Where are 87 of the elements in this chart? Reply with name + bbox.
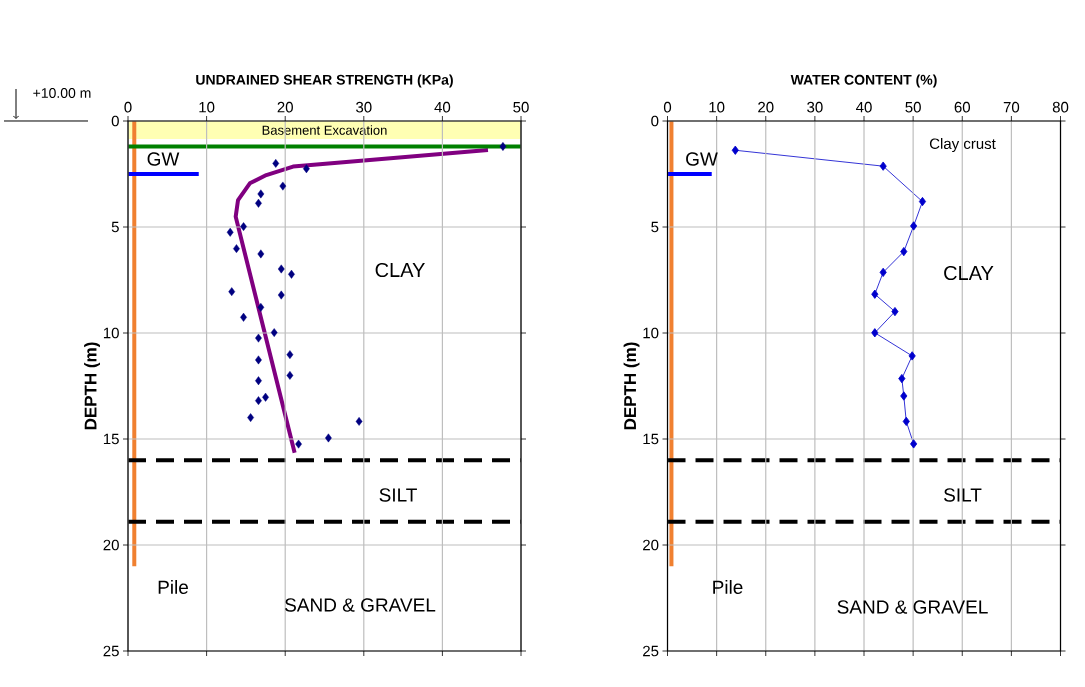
x-tick-label: 10 [709,101,725,113]
point [900,391,908,401]
point [871,328,879,338]
point [910,439,918,449]
annotation: CLAY [375,262,425,278]
x-tick-label: 50 [513,101,529,113]
annotation: Pile [158,580,188,594]
point [900,246,908,257]
point [272,159,280,168]
x-tick-label: 70 [1003,101,1020,113]
point [257,249,265,259]
y-tick-label: 25 [103,645,119,657]
y-tick-label: 5 [111,221,119,233]
point [286,371,294,380]
y-tick-label: 5 [651,221,659,233]
annotation: Clay crust [929,138,996,152]
point [288,269,295,279]
point [295,439,302,449]
point [255,396,262,406]
point [255,198,262,208]
point [277,290,285,300]
point [228,287,236,297]
point [262,392,269,402]
point [255,376,262,386]
point [355,417,363,426]
annotation: GW [147,152,180,166]
point [240,312,247,322]
point [226,227,234,237]
annotation: GW [686,152,718,166]
point [871,289,879,299]
point [910,221,918,231]
point [499,142,507,151]
point [247,413,254,422]
chart-title: UNDRAINED SHEAR STRENGTH (KPa) [196,74,453,88]
x-tick-label: 10 [199,101,215,113]
band-label: Basement Excavation [262,125,387,135]
y-tick-label: 15 [103,433,119,445]
x-tick-label: 60 [954,101,971,113]
x-tick-label: 0 [663,101,672,113]
y-tick-label: 15 [643,433,659,445]
point [918,196,927,207]
chart-title: WATER CONTENT (%) [790,74,937,88]
y-tick-label: 20 [103,539,119,551]
y-tick-label: 25 [643,645,659,657]
y-tick-label: 10 [103,327,119,339]
point [879,267,887,277]
point [325,433,332,443]
x-tick-label: 20 [277,101,293,113]
x-tick-label: 40 [856,101,872,113]
x-tick-label: 80 [1052,101,1069,113]
point [908,351,916,361]
annotation: SAND & GRAVEL [837,600,988,614]
y-axis-title: DEPTH (m) [623,342,640,430]
x-tick-label: 30 [807,101,823,113]
point [286,350,294,360]
point [902,416,910,427]
point [257,189,265,199]
point [240,222,247,231]
y-axis-title: DEPTH (m) [84,342,100,430]
point [270,328,278,337]
point [303,164,310,174]
x-tick-label: 30 [356,101,372,113]
annotation: CLAY [944,265,994,281]
x-tick-label: 0 [124,101,132,113]
y-tick-label: 0 [111,115,119,127]
point [257,302,265,312]
x-tick-label: 40 [434,101,451,113]
point [731,145,739,155]
x-tick-label: 20 [758,101,774,113]
annotation: SILT [379,488,417,502]
text: +10.00 m [33,88,91,98]
point [255,355,262,365]
point [279,181,287,191]
y-tick-label: 0 [651,115,659,127]
point [879,161,887,171]
line-series [233,148,490,455]
point [898,373,906,384]
y-tick-label: 10 [643,327,659,339]
point [277,264,285,274]
annotation: Pile [713,580,743,594]
x-tick-label: 50 [905,101,921,113]
point [255,333,262,343]
y-tick-label: 20 [643,539,659,551]
point [233,244,240,254]
annotation: SAND & GRAVEL [285,598,436,612]
annotation: SILT [944,488,982,502]
point [891,306,899,317]
